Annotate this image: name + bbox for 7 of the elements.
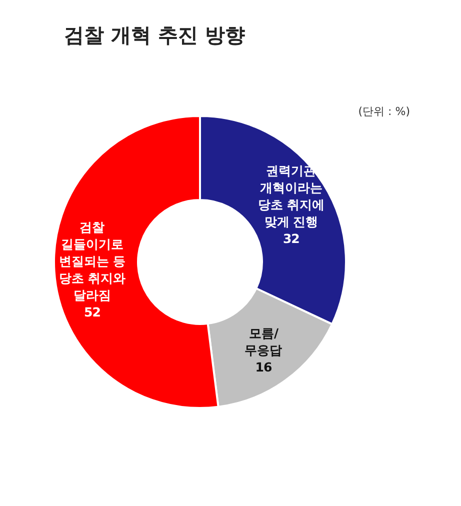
data-label: 16: [255, 359, 272, 374]
text: (단위 : %): [358, 105, 410, 118]
data-label: 52: [84, 304, 100, 320]
chart-title: 검찰 개혁 추진 방향: [64, 23, 245, 47]
data-label: 32: [282, 231, 300, 246]
slice-label: 모름/ 무응답: [244, 325, 283, 358]
slice-label: 검찰 길들이기로 변질되는 등 당초 취지와 달라짐: [59, 219, 126, 302]
